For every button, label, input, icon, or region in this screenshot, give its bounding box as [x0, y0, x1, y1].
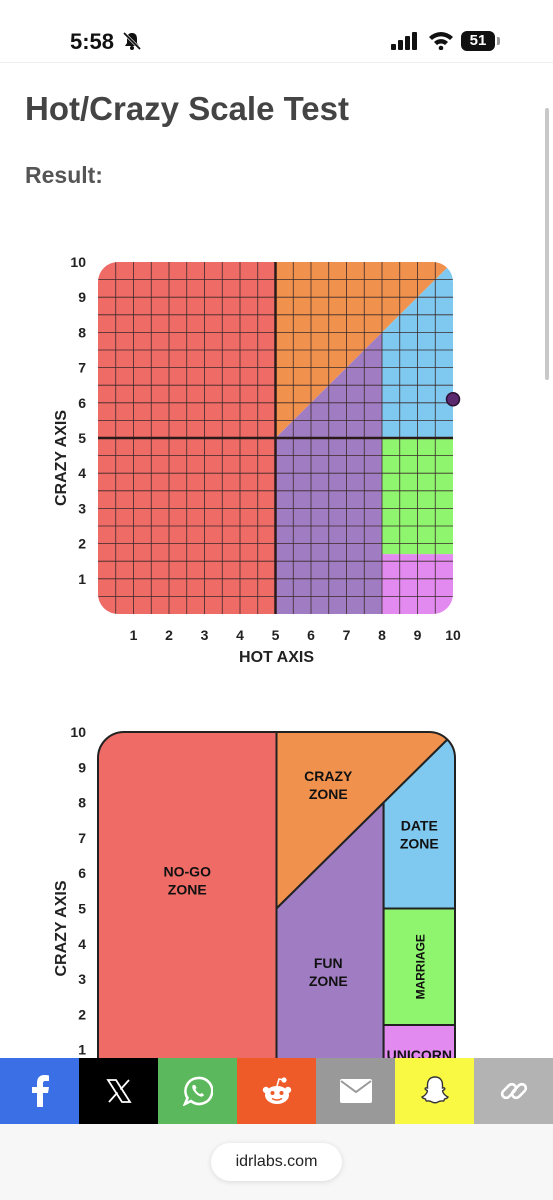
reddit-icon [262, 1077, 291, 1104]
x-tick-label: 3 [201, 627, 209, 643]
x-tick-label: 4 [236, 627, 244, 643]
share-snapchat-button[interactable] [395, 1058, 474, 1124]
y-tick-label: 4 [78, 465, 86, 481]
y-tick-label: 10 [70, 254, 86, 270]
share-email-button[interactable] [316, 1058, 395, 1124]
y-tick-label: 10 [70, 724, 86, 740]
y-tick-label: 9 [78, 289, 86, 305]
x-tick-label: 9 [414, 627, 422, 643]
cellular-signal-icon [391, 32, 417, 50]
zone-label: FUN ZONE [309, 955, 348, 989]
y-tick-label: 5 [78, 430, 86, 446]
zone-label-line: MARRIAGE [413, 934, 427, 999]
y-tick-label: 2 [78, 536, 86, 552]
zone-label-line: FUN [314, 955, 343, 971]
whatsapp-icon [182, 1076, 213, 1106]
y-tick-label: 5 [78, 901, 86, 917]
silent-bell-icon [122, 31, 142, 51]
battery-level: 51 [461, 31, 495, 51]
status-bar: 5:58 51 [0, 0, 553, 62]
x-tick-label: 6 [307, 627, 315, 643]
y-tick-label: 7 [78, 360, 86, 376]
zone-label-line: NO-GO [164, 863, 212, 879]
x-icon [105, 1079, 132, 1103]
zone-label: DATE ZONE [400, 817, 439, 851]
status-time: 5:58 [70, 29, 115, 54]
zone-label: NO-GO ZONE [164, 863, 212, 897]
wifi-icon [429, 32, 453, 50]
zone-label-line: ZONE [309, 786, 348, 802]
header-divider [0, 62, 553, 63]
y-tick-label: 7 [78, 830, 86, 846]
y-tick-label: 1 [78, 1042, 86, 1058]
x-tick-label: 2 [165, 627, 173, 643]
scroll-indicator[interactable] [545, 108, 549, 380]
y-tick-label: 4 [78, 936, 86, 952]
zones-chart: NO-GO ZONE CRAZY ZONE FUN ZONE DATE ZONE MARRIAG… [53, 724, 456, 1135]
zone-label: CRAZY ZONE [304, 768, 353, 802]
x-axis-label: HOT AXIS [239, 649, 314, 666]
x-tick-label: 1 [130, 627, 138, 643]
y-axis-label: CRAZY AXIS [53, 880, 70, 976]
battery-tip [497, 37, 500, 45]
zone-no-go-zone [98, 732, 278, 1085]
y-tick-label: 6 [78, 395, 86, 411]
share-x-button[interactable] [79, 1058, 158, 1124]
zone-label-line: CRAZY [304, 768, 353, 784]
result-chart: 1 2 3 4 5 6 7 8 9 10 1 2 3 4 5 6 7 8 9 10 HOT AXIS CRAZY AXIS [53, 254, 461, 666]
zone-label-line: ZONE [168, 881, 207, 897]
email-icon [339, 1079, 372, 1103]
share-facebook-button[interactable] [0, 1058, 79, 1124]
url-pill[interactable]: idrlabs.com [211, 1143, 342, 1181]
result-label: Result: [25, 162, 103, 188]
zone-label-line: DATE [401, 817, 438, 833]
zone-label-line: ZONE [309, 973, 348, 989]
y-tick-label: 2 [78, 1006, 86, 1022]
y-axis-label: CRAZY AXIS [53, 410, 70, 506]
x-tick-label: 10 [445, 627, 461, 643]
zones-area [98, 732, 455, 1085]
link-icon [500, 1082, 527, 1100]
x-tick-label: 5 [272, 627, 280, 643]
y-tick-label: 3 [78, 971, 86, 987]
result-point [445, 392, 461, 407]
x-tick-label: 7 [343, 627, 351, 643]
snapchat-icon [420, 1076, 449, 1104]
share-bar [0, 1058, 553, 1124]
y-tick-label: 9 [78, 759, 86, 775]
y-tick-label: 1 [78, 571, 86, 587]
y-tick-label: 6 [78, 865, 86, 881]
x-tick-label: 8 [378, 627, 386, 643]
share-link-button[interactable] [474, 1058, 553, 1124]
y-tick-label: 8 [78, 795, 86, 811]
y-tick-label: 3 [78, 500, 86, 516]
y-tick-label: 8 [78, 324, 86, 340]
zone-label: MARRIAGE [413, 934, 427, 999]
share-reddit-button[interactable] [237, 1058, 316, 1124]
facebook-icon [31, 1075, 49, 1107]
page-title: Hot/Crazy Scale Test [25, 90, 350, 127]
plot-area [98, 262, 453, 614]
share-whatsapp-button[interactable] [158, 1058, 237, 1124]
zone-label-line: ZONE [400, 835, 439, 851]
